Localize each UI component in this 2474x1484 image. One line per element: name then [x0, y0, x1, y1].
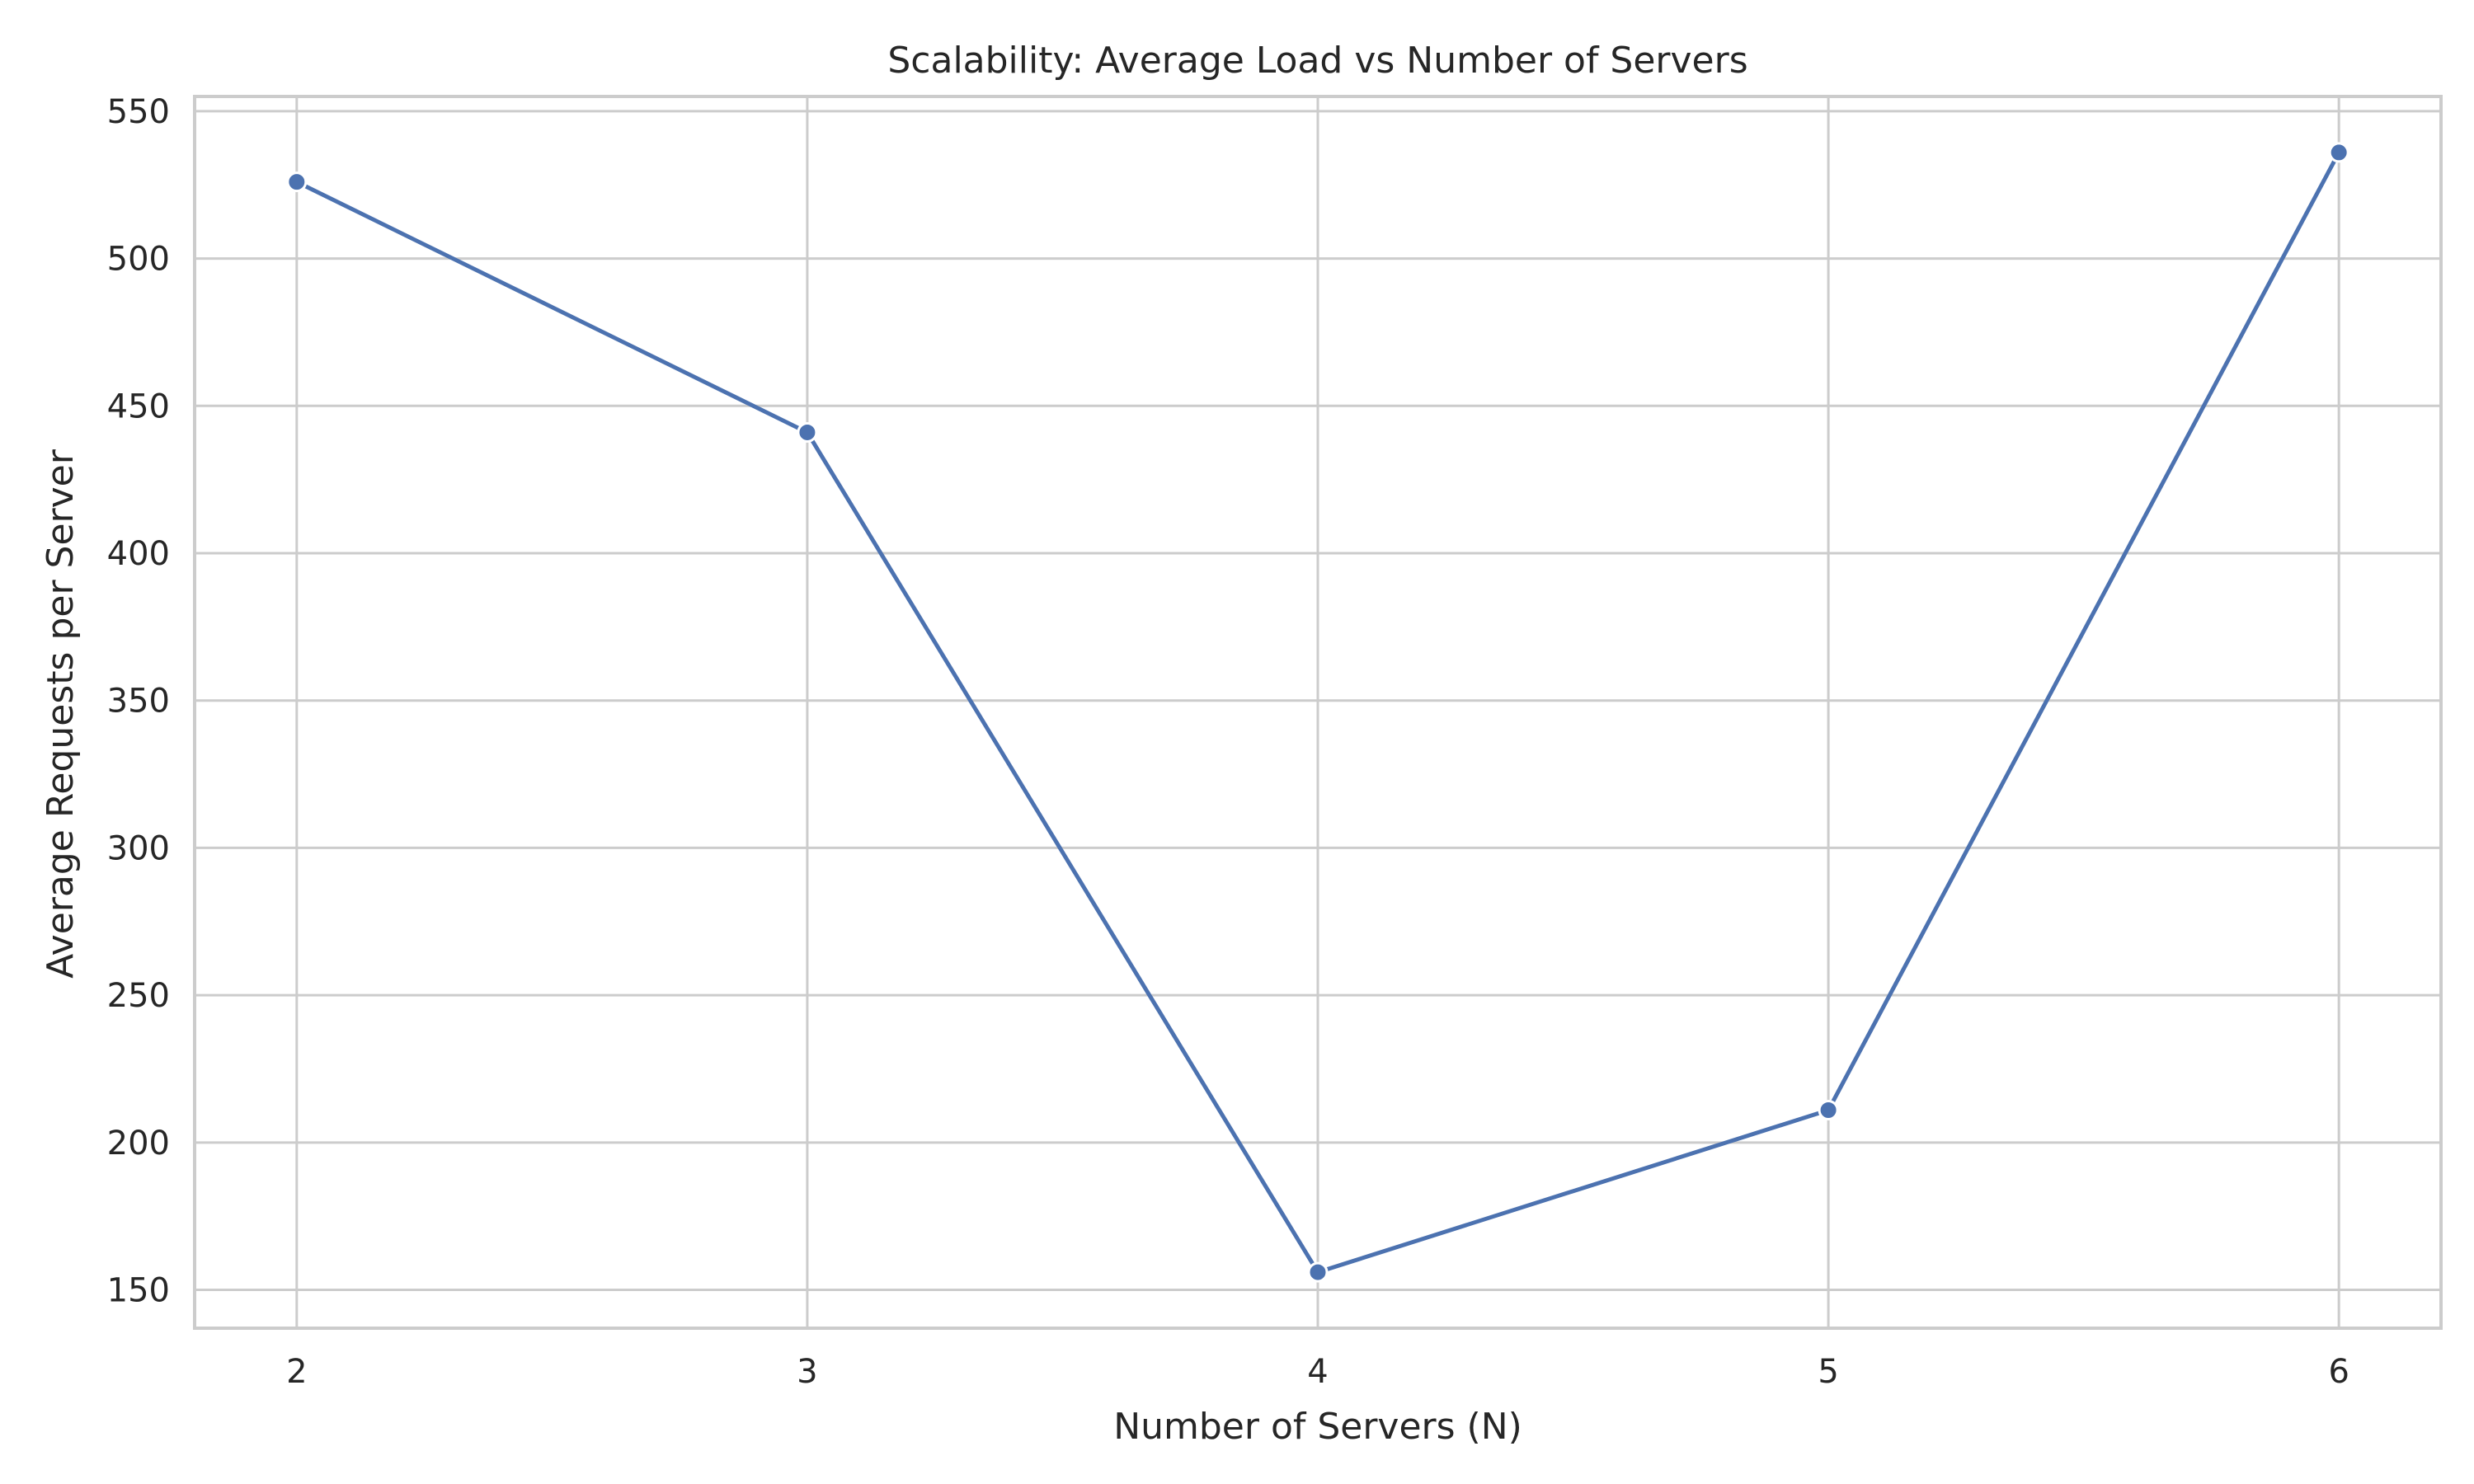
- y-tick-label: 250: [107, 977, 170, 1015]
- y-tick-label: 150: [107, 1272, 170, 1310]
- y-axis-label: Average Requests per Server: [40, 448, 82, 979]
- y-tick-label: 500: [107, 241, 170, 279]
- data-point: [797, 421, 818, 443]
- chart-title: Scalability: Average Load vs Number of S…: [887, 40, 1747, 82]
- data-point: [1818, 1100, 1839, 1121]
- y-tick-labels: 150 200 250 300 350 400 450 500 550: [107, 93, 170, 1310]
- x-axis-label: Number of Servers (N): [1113, 1406, 1522, 1448]
- y-tick-label: 450: [107, 387, 170, 425]
- x-tick-label: 2: [286, 1353, 307, 1391]
- data-point: [2328, 142, 2349, 163]
- y-tick-label: 300: [107, 829, 170, 867]
- data-point: [1307, 1261, 1329, 1283]
- x-tick-label: 6: [2328, 1353, 2349, 1391]
- x-tick-label: 3: [797, 1353, 817, 1391]
- grid: [195, 96, 2441, 1328]
- data-point: [286, 171, 308, 193]
- plot-frame: [193, 95, 2443, 1330]
- y-tick-label: 350: [107, 683, 170, 721]
- series-points: [286, 142, 2349, 1283]
- y-tick-label: 400: [107, 535, 170, 573]
- x-tick-label: 4: [1307, 1353, 1328, 1391]
- x-tick-labels: 2 3 4 5 6: [286, 1353, 2349, 1391]
- y-tick-label: 200: [107, 1125, 170, 1162]
- y-tick-label: 550: [107, 93, 170, 131]
- plot-border: [193, 95, 2443, 1330]
- x-tick-label: 5: [1818, 1353, 1838, 1391]
